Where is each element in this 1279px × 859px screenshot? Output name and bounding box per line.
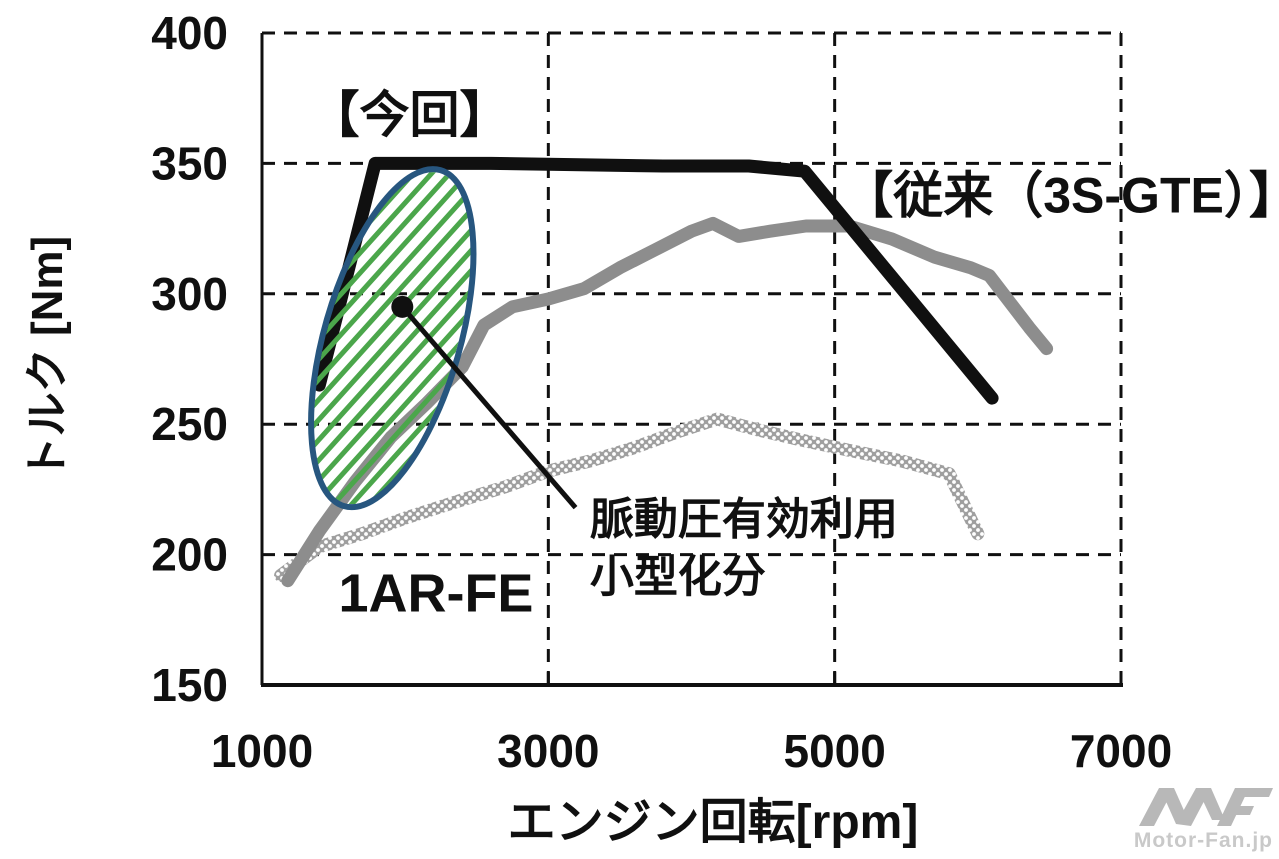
series-label-new-engine-konkai: 【今回】 [309,87,509,143]
y-tick-label-150: 150 [151,659,228,711]
hatch-line [282,185,503,522]
hatch-line [282,155,395,374]
callout-text-line1: 脈動圧有効利用 [590,495,898,544]
y-axis-title: トルク [Nm] [23,236,72,480]
curve-1ar-fe [274,412,985,582]
hatch-line [282,155,503,492]
series-label-conventional-3s-gte: 【従来（3S-GTE）】 [843,168,1279,224]
hatch-line [290,212,503,522]
callout-leader-line [400,305,578,510]
hatch-line [282,155,503,483]
y-tick-label-250: 250 [151,398,228,450]
series-label-1ar-fe: 1AR-FE [338,564,533,624]
highlight-ellipse [308,166,477,511]
x-axis-title: エンジン回転[rpm] [508,796,919,849]
callout-dot [391,295,414,318]
y-tick-label-400: 400 [151,7,228,59]
callout-text-line2: 小型化分 [590,552,766,601]
x-tick-label-7000: 7000 [1070,725,1172,777]
x-tick-label-3000: 3000 [497,725,599,777]
y-tick-label-300: 300 [151,268,228,320]
curve-new-engine-konkai [312,156,999,405]
y-tick-label-350: 350 [151,137,228,189]
hatch-line [282,158,503,519]
y-tick-label-200: 200 [151,529,228,581]
x-tick-label-5000: 5000 [783,725,885,777]
x-tick-label-1000: 1000 [211,725,313,777]
hatch-line [282,155,405,383]
